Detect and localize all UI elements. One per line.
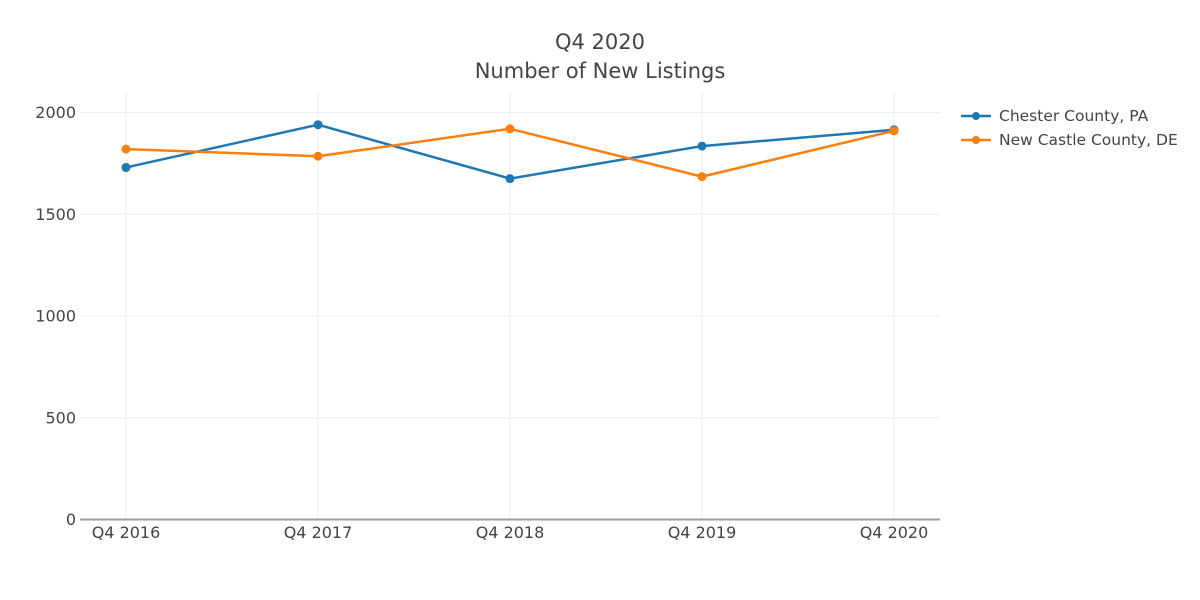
data-point-1-2[interactable] — [505, 124, 515, 134]
legend-dot-1 — [972, 136, 980, 144]
legend-label[interactable]: New Castle County, DE — [999, 131, 1178, 149]
legend: Chester County, PA New Castle County, DE — [960, 104, 1178, 152]
chart-title: Q4 2020 Number of New Listings — [0, 28, 1200, 86]
chart-title-line2: Number of New Listings — [474, 59, 726, 83]
data-point-0-3[interactable] — [697, 141, 707, 151]
legend-item-chester-county[interactable]: Chester County, PA — [960, 104, 1178, 128]
y-tick-label: 500 — [45, 408, 76, 427]
line-marker-icon — [961, 112, 991, 120]
data-point-0-0[interactable] — [121, 162, 131, 172]
data-point-1-1[interactable] — [313, 151, 323, 161]
data-point-1-0[interactable] — [121, 144, 131, 154]
data-point-1-4[interactable] — [889, 126, 899, 136]
line-marker-icon — [961, 136, 991, 144]
data-point-1-3[interactable] — [697, 172, 707, 182]
x-tick-label: Q4 2020 — [860, 523, 929, 542]
y-tick-label: 1500 — [35, 205, 76, 224]
data-point-0-1[interactable] — [313, 120, 323, 130]
data-point-0-2[interactable] — [505, 174, 515, 184]
legend-dot-0 — [972, 112, 980, 120]
chart-title-line1: Q4 2020 — [554, 30, 645, 54]
x-tick-label: Q4 2018 — [476, 523, 545, 542]
legend-item-new-castle-county[interactable]: New Castle County, DE — [960, 128, 1178, 152]
legend-label[interactable]: Chester County, PA — [999, 107, 1149, 125]
y-tick-label: 2000 — [35, 103, 76, 122]
x-tick-label: Q4 2016 — [92, 523, 161, 542]
y-tick-label: 0 — [66, 510, 76, 529]
x-tick-label: Q4 2019 — [668, 523, 737, 542]
x-tick-label: Q4 2017 — [284, 523, 353, 542]
y-tick-label: 1000 — [35, 307, 76, 326]
